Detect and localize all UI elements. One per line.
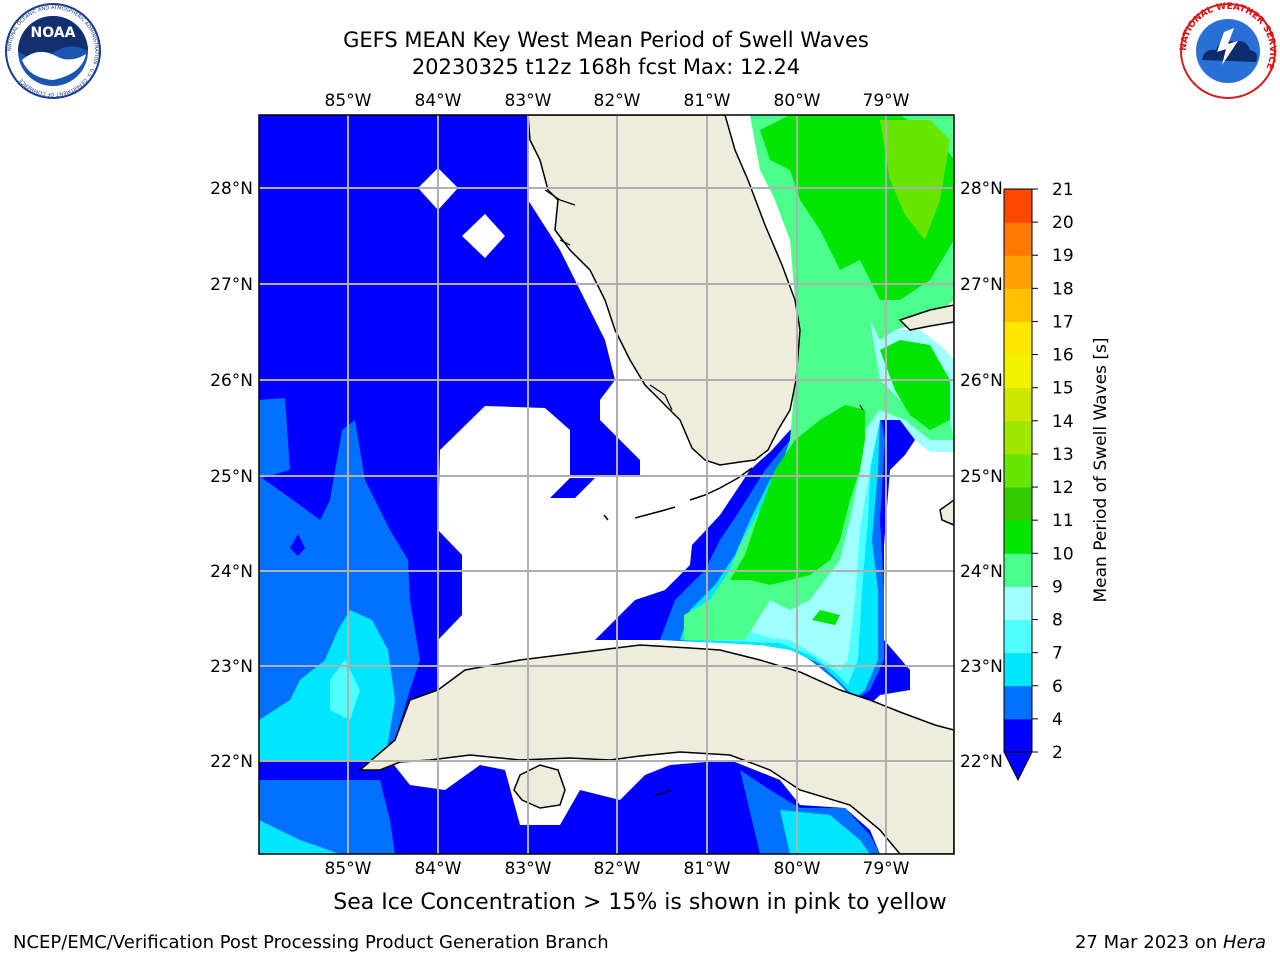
longitude-labels-bottom: 85°W 84°W 83°W 82°W 81°W 80°W 79°W [325,859,910,879]
footer-date: 27 Mar 2023 on Hera [1075,932,1266,953]
cuba-land [357,644,954,854]
lat-label-left: 26°N [210,371,253,391]
noaa-logo: NOAA NATIONAL OCEANIC AND ATMOSPHERIC AD… [4,2,102,104]
florida-land [527,115,801,466]
colorbar-segment [1004,387,1032,422]
latitude-labels-left: 28°N 27°N 26°N 25°N 24°N 23°N 22°N [210,179,253,772]
footer-date-text: 27 Mar 2023 on [1074,932,1223,953]
contour-6-7-west [259,610,395,780]
lat-label-right: 24°N [960,562,1003,582]
colorbar-segment [1004,255,1032,289]
colorbar-tick-label: 7 [1052,644,1063,664]
colorbar-segment [1004,553,1032,587]
isla-juventud [513,764,566,809]
colorbar: 2 4 6 7 8 9 10 11 12 13 14 15 16 17 18 19 20 21 [1003,180,1074,782]
sea-ice-note: Sea Ice Concentration > 15% is shown in … [333,890,947,915]
lat-label-left: 28°N [210,179,253,199]
lon-label-bottom: 82°W [594,859,641,879]
colorbar-tick-label: 11 [1052,511,1074,531]
map-gridlines [259,115,954,854]
colorbar-tick-label: 2 [1052,743,1063,763]
lat-label-left: 24°N [210,562,253,582]
map-area [259,115,954,854]
colorbar-segment [1004,619,1032,654]
lon-label-bottom: 85°W [325,859,372,879]
footer-host: Hera [1222,932,1266,953]
colorbar-tick-label: 16 [1052,346,1074,366]
latitude-labels-right: 28°N 27°N 26°N 25°N 24°N 23°N 22°N [960,179,1003,772]
colorbar-segment [1004,718,1032,753]
colorbar-tick-label: 14 [1052,412,1074,432]
colorbar-tick-label: 18 [1052,279,1074,299]
colorbar-extend-min [1003,751,1033,782]
lat-label-right: 28°N [960,179,1003,199]
lat-label-left: 25°N [210,467,253,487]
lat-label-right: 22°N [960,752,1003,772]
footer-credit: NCEP/EMC/Verification Post Processing Pr… [13,932,609,953]
colorbar-segment [1004,222,1032,256]
lat-label-left: 22°N [210,752,253,772]
colorbar-tick-label: 4 [1052,710,1063,730]
colorbar-tick-label: 6 [1052,677,1063,697]
lon-label-top: 85°W [325,91,372,111]
colorbar-segment [1004,189,1032,223]
nws-logo: NATIONAL WEATHER SERVICE [1178,2,1278,104]
lat-label-right: 26°N [960,371,1003,391]
colorbar-tick-label: 17 [1052,312,1074,332]
colorbar-segment [1004,520,1032,554]
colorbar-tick-label: 8 [1052,611,1063,631]
colorbar-segment [1004,453,1032,488]
colorbar-tick-label: 19 [1052,246,1074,266]
lon-label-top: 84°W [415,91,462,111]
colorbar-tick-label: 9 [1052,577,1063,597]
lat-label-right: 25°N [960,467,1003,487]
colorbar-segment [1004,487,1032,521]
colorbar-tick-label: 20 [1052,213,1074,233]
colorbar-segment [1004,586,1032,621]
colorbar-tick-label: 12 [1052,478,1074,498]
colorbar-segment [1004,685,1032,720]
colorbar-frame [1003,188,1033,753]
colorbar-segment [1004,420,1032,455]
noaa-logo-text: NOAA [31,25,76,41]
lon-label-top: 83°W [505,91,552,111]
chart-subtitle: 20230325 t12z 168h fcst Max: 12.24 [411,55,801,79]
colorbar-tick-label: 21 [1052,180,1074,200]
lat-label-left: 23°N [210,657,253,677]
lon-label-top: 81°W [684,91,731,111]
contour-2-4-south [259,760,880,854]
lon-label-top: 79°W [863,91,910,111]
lon-label-bottom: 79°W [863,859,910,879]
colorbar-label: Mean Period of Swell Waves [s] [1091,338,1111,603]
map-frame [258,114,955,855]
colorbar-tick-label: 15 [1052,379,1074,399]
colorbar-tick-label: 13 [1052,445,1074,465]
chart-title: GEFS MEAN Key West Mean Period of Swell … [343,28,869,52]
colorbar-tick-label: 10 [1052,544,1074,564]
longitude-labels-top: 85°W 84°W 83°W 82°W 81°W 80°W 79°W [325,91,910,111]
lon-label-top: 82°W [594,91,641,111]
colorbar-segment [1004,354,1032,389]
lat-label-right: 27°N [960,275,1003,295]
lon-label-bottom: 84°W [415,859,462,879]
lat-label-left: 27°N [210,275,253,295]
lon-label-bottom: 83°W [505,859,552,879]
colorbar-segment [1004,288,1032,322]
lon-label-top: 80°W [774,91,821,111]
lon-label-bottom: 81°W [684,859,731,879]
colorbar-segment [1004,652,1032,687]
colorbar-segment [1004,321,1032,356]
lon-label-bottom: 80°W [774,859,821,879]
lat-label-right: 23°N [960,657,1003,677]
